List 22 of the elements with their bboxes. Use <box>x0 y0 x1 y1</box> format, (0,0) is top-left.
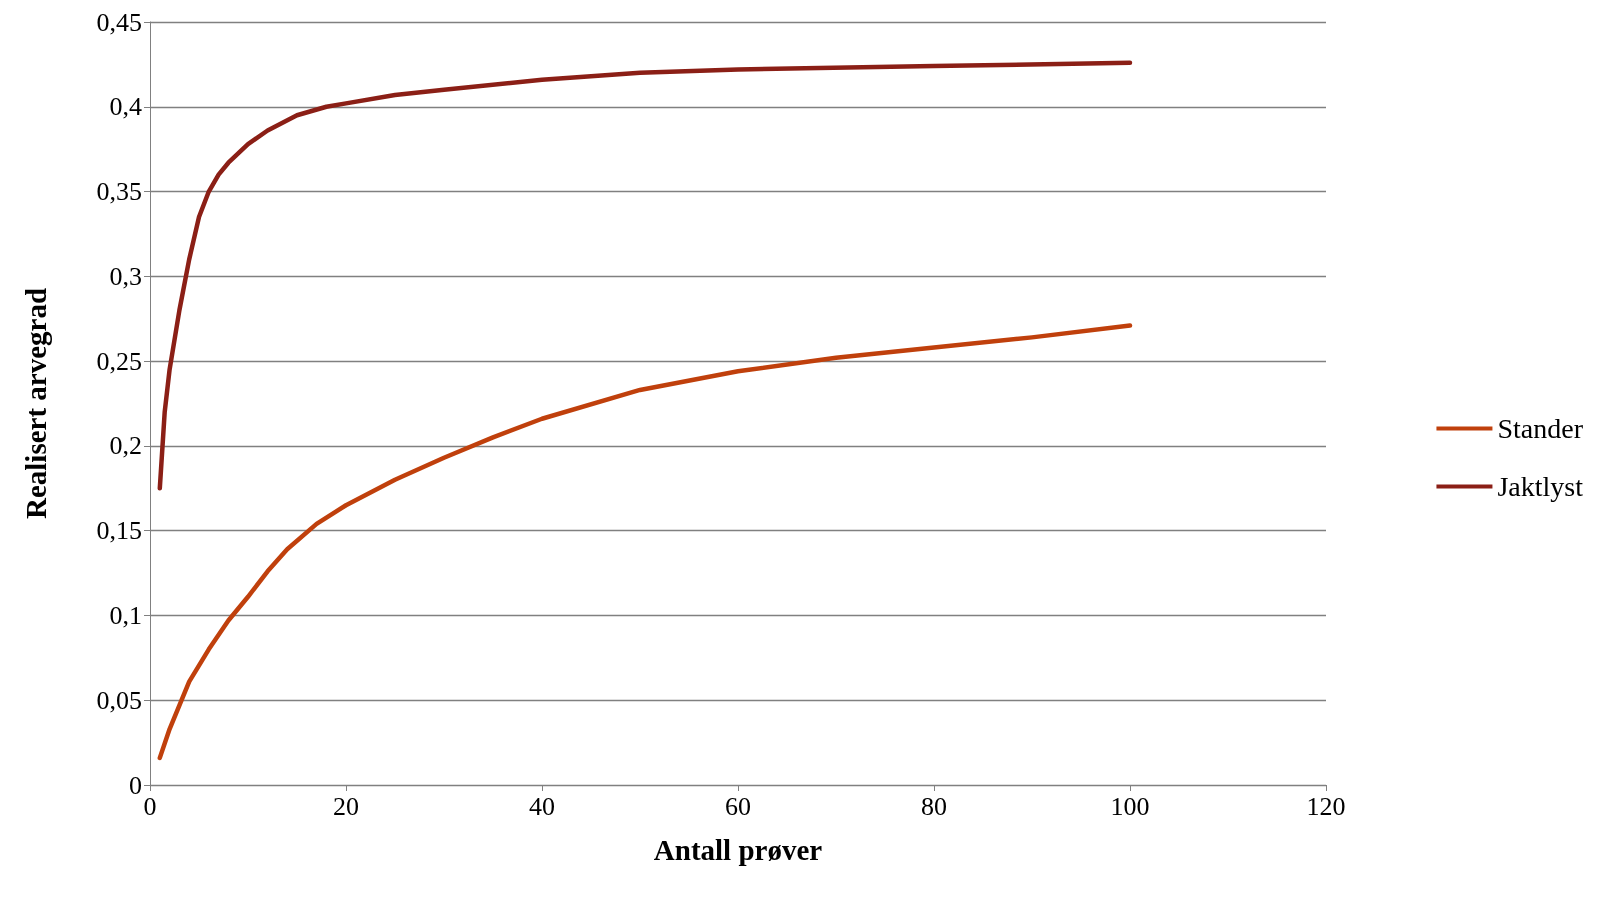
line-series <box>157 60 1133 491</box>
x-tick-label: 20 <box>333 791 359 821</box>
line-series <box>157 323 1133 761</box>
y-tick-label: 0,4 <box>109 92 142 122</box>
y-tick-label: 0,3 <box>109 261 142 291</box>
legend-label: Jaktlyst <box>1497 471 1584 502</box>
y-tick-label: 0,35 <box>96 177 142 207</box>
legend-label: Stander <box>1497 413 1584 444</box>
x-tick-label: 100 <box>1110 791 1150 821</box>
y-tick-label: 0,15 <box>96 516 142 546</box>
x-tick-label: 80 <box>921 791 947 821</box>
y-tick-label: 0,45 <box>96 7 142 37</box>
x-tick-label: 120 <box>1306 791 1346 821</box>
y-tick-label: 0 <box>129 770 142 800</box>
x-tick-label: 60 <box>725 791 751 821</box>
y-tick-label: 0,05 <box>96 685 142 715</box>
x-tick-label: 40 <box>529 791 555 821</box>
y-tick-label: 0,25 <box>96 346 142 376</box>
y-axis-title: Realisert arvegrad <box>19 287 52 520</box>
y-tick-label: 0,1 <box>109 600 142 630</box>
y-tick-label: 0,2 <box>109 431 142 461</box>
x-axis-title: Antall prøver <box>653 833 823 866</box>
